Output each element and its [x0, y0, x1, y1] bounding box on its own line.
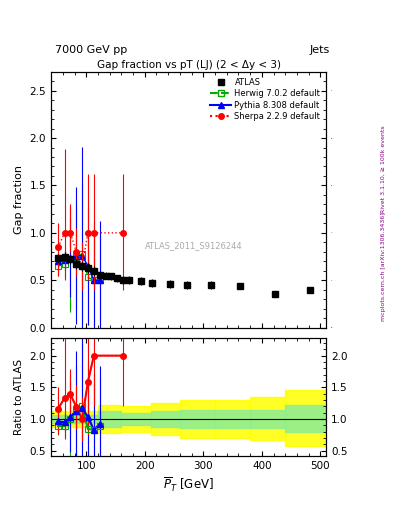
- Text: Jets: Jets: [310, 45, 330, 55]
- Text: Rivet 3.1.10, ≥ 100k events: Rivet 3.1.10, ≥ 100k events: [381, 125, 386, 213]
- Text: ATLAS_2011_S9126244: ATLAS_2011_S9126244: [145, 241, 243, 250]
- Title: Gap fraction vs pT (LJ) (2 < Δy < 3): Gap fraction vs pT (LJ) (2 < Δy < 3): [97, 59, 281, 70]
- X-axis label: $\overline{P}_T$ [GeV]: $\overline{P}_T$ [GeV]: [163, 476, 214, 494]
- Text: mcplots.cern.ch [arXiv:1306.3436]: mcplots.cern.ch [arXiv:1306.3436]: [381, 212, 386, 321]
- Y-axis label: Ratio to ATLAS: Ratio to ATLAS: [14, 359, 24, 435]
- Text: 7000 GeV pp: 7000 GeV pp: [55, 45, 127, 55]
- Legend: ATLAS, Herwig 7.0.2 default, Pythia 8.308 default, Sherpa 2.2.9 default: ATLAS, Herwig 7.0.2 default, Pythia 8.30…: [209, 76, 322, 123]
- Y-axis label: Gap fraction: Gap fraction: [14, 165, 24, 234]
